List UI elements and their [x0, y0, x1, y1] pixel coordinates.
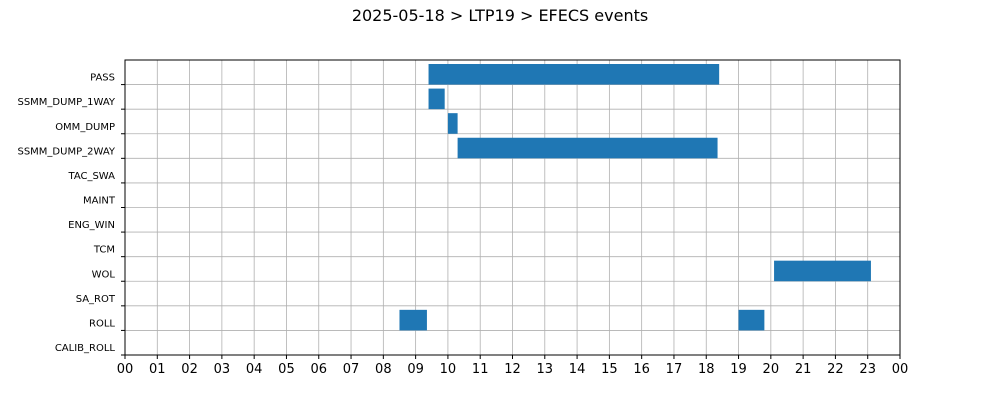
x-tick-label: 01 — [149, 362, 166, 377]
x-tick-label: 08 — [375, 362, 392, 377]
x-tick-label: 14 — [569, 362, 586, 377]
x-tick-label: 20 — [763, 362, 780, 377]
y-tick-label: WOL — [92, 269, 116, 280]
event-bar — [428, 64, 720, 85]
x-tick-label: 06 — [310, 362, 327, 377]
y-tick-label: TAC_SWA — [67, 171, 115, 182]
x-tick-label: 18 — [698, 362, 715, 377]
y-tick-label: SSMM_DUMP_2WAY — [17, 146, 115, 157]
x-tick-label: 17 — [666, 362, 683, 377]
x-tick-label: 11 — [472, 362, 489, 377]
x-tick-label: 16 — [633, 362, 650, 377]
y-tick-label: CALIB_ROLL — [55, 343, 116, 354]
event-bar — [447, 113, 458, 134]
y-tick-label: MAINT — [83, 196, 116, 207]
y-tick-label: OMM_DUMP — [55, 122, 115, 133]
x-tick-label: 09 — [407, 362, 424, 377]
x-tick-label: 02 — [181, 362, 198, 377]
x-tick-label: 19 — [730, 362, 747, 377]
y-tick-label: TCM — [93, 245, 115, 256]
x-tick-label: 07 — [343, 362, 360, 377]
x-tick-label: 10 — [440, 362, 457, 377]
chart-title: 2025-05-18 > LTP19 > EFECS events — [351, 6, 649, 25]
x-tick-label: 00 — [117, 362, 134, 377]
x-tick-label: 15 — [601, 362, 618, 377]
x-tick-label: 13 — [537, 362, 554, 377]
y-tick-label: PASS — [90, 73, 115, 84]
event-bar — [399, 309, 427, 331]
x-tick-label: 04 — [246, 362, 263, 377]
x-tick-label: 12 — [504, 362, 521, 377]
x-tick-label: 23 — [859, 362, 876, 377]
y-tick-label: ENG_WIN — [68, 220, 115, 231]
event-bar — [774, 260, 871, 282]
y-tick-label: SA_ROT — [76, 294, 116, 305]
x-tick-label: 22 — [827, 362, 844, 377]
event-bar — [428, 88, 445, 110]
y-tick-label: SSMM_DUMP_1WAY — [17, 97, 115, 108]
x-tick-label: 05 — [278, 362, 295, 377]
event-bar — [457, 137, 718, 159]
x-tick-label: 21 — [795, 362, 812, 377]
event-bar — [738, 309, 765, 331]
x-tick-label: 03 — [214, 362, 231, 377]
y-tick-label: ROLL — [89, 318, 115, 329]
x-tick-label: 00 — [892, 362, 909, 377]
